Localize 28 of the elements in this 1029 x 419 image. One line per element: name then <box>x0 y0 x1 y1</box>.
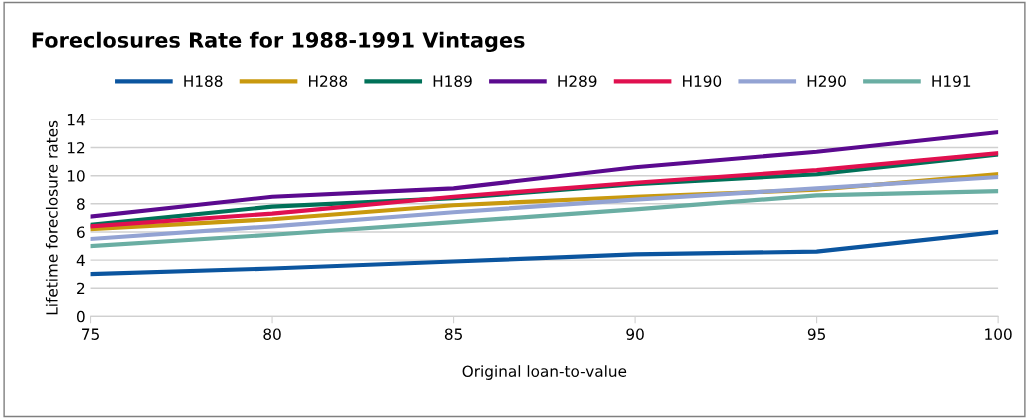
y-tick-label: 4 <box>76 254 85 266</box>
y-tick-label: 10 <box>67 170 85 182</box>
x-tick-label: 80 <box>263 328 281 340</box>
y-tick-label: 2 <box>77 282 85 295</box>
y-tick-label: 8 <box>77 198 85 210</box>
x-axis-title: Original loan-to-value <box>462 365 627 380</box>
x-tick-label: 100 <box>985 328 1012 340</box>
chart-title: Foreclosures Rate for 1988-1991 Vintages <box>32 31 525 53</box>
legend-label: H189 <box>433 75 472 87</box>
legend-label: H188 <box>184 75 223 87</box>
legend-label: H190 <box>683 75 722 87</box>
line-series <box>90 229 999 277</box>
line-series <box>90 189 999 249</box>
y-tick-label: 0 <box>76 310 85 323</box>
legend-label: H288 <box>309 75 348 87</box>
legend-label: H191 <box>932 75 971 87</box>
legend-label: H290 <box>807 75 846 87</box>
y-tick-label: 12 <box>67 142 85 154</box>
x-tick-label: 95 <box>807 328 825 340</box>
y-tick-label: 6 <box>77 226 85 238</box>
line-series <box>90 129 999 219</box>
y-axis-title: Lifetime foreclosure rates <box>45 120 58 315</box>
x-tick-label: 90 <box>626 328 644 340</box>
line-series <box>90 175 999 242</box>
x-tick-label: 85 <box>444 328 462 340</box>
y-tick-label: 14 <box>67 114 85 126</box>
legend-label: H289 <box>558 75 597 87</box>
x-tick-label: 75 <box>82 328 99 340</box>
